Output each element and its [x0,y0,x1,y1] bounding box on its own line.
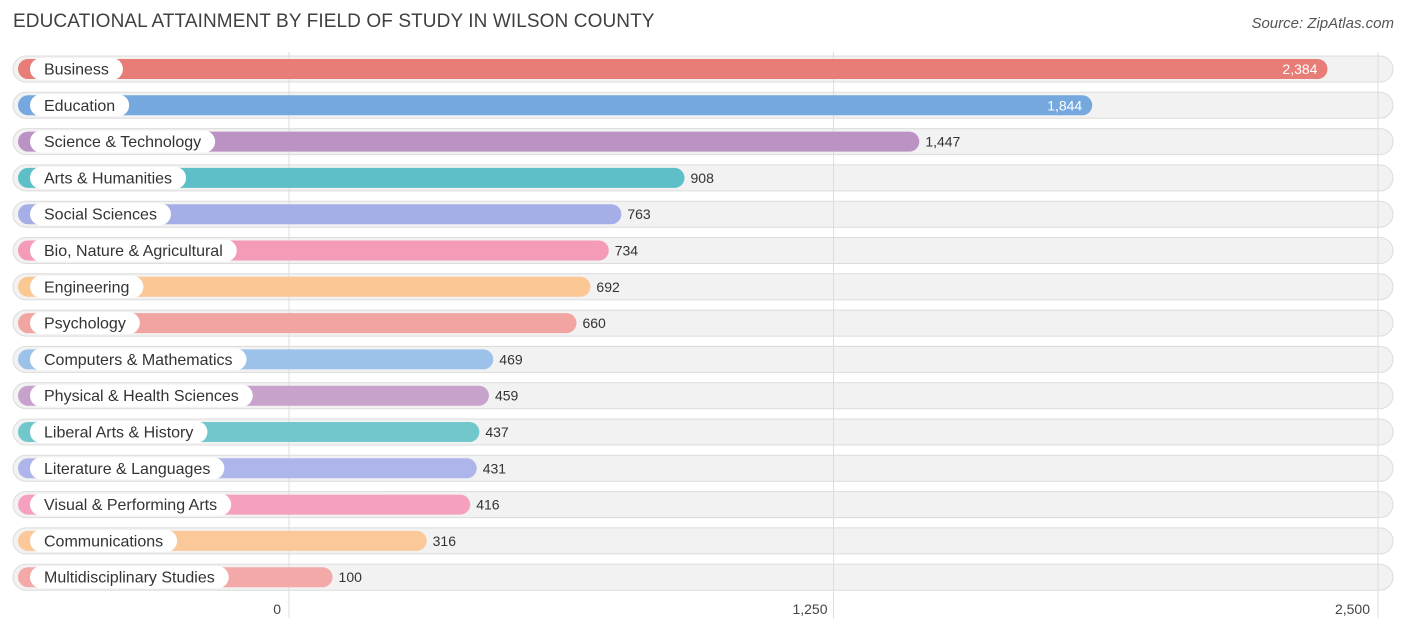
category-label: Physical & Health Sciences [44,388,239,405]
category-label-pill [30,566,229,589]
x-tick-label: 1,250 [792,601,827,617]
value-label: 660 [582,315,606,331]
category-label: Education [44,98,115,115]
category-label: Computers & Mathematics [44,352,233,369]
category-label: Visual & Performing Arts [44,497,217,514]
category-label-pill [30,239,237,262]
value-label: 1,844 [1047,97,1082,113]
category-label: Literature & Languages [44,461,210,478]
category-label: Liberal Arts & History [44,425,193,442]
category-label: Multidisciplinary Studies [44,570,215,587]
category-label-pill [30,384,253,407]
value-label: 459 [495,388,519,404]
value-label: 416 [476,497,500,513]
value-label: 437 [485,424,509,440]
x-tick-label: 0 [273,601,281,617]
category-label-pill [30,529,178,552]
category-label-pill [30,421,208,443]
category-label: Science & Technology [44,134,201,151]
category-label: Business [44,62,109,79]
category-label-pill [30,203,171,226]
source-label: Source: ZipAtlas.com [1251,15,1394,32]
value-label: 2,384 [1282,61,1317,77]
category-label-pill [30,457,225,480]
value-label: 431 [483,460,507,476]
category-label-pill [30,94,130,117]
value-label: 100 [339,569,363,585]
category-label-pill [30,348,247,371]
category-label: Arts & Humanities [44,170,172,187]
value-label: 763 [627,206,651,222]
category-label-pill [30,275,144,298]
value-label: 316 [433,533,457,549]
bar[interactable] [18,95,1093,116]
value-label: 734 [615,243,639,259]
value-label: 469 [499,351,523,367]
bar[interactable] [18,313,577,334]
x-axis: 0 1,250 2,500 [273,601,1370,617]
bar[interactable] [18,276,591,297]
value-label: 908 [691,170,715,186]
category-label: Psychology [44,316,126,333]
category-label: Social Sciences [44,207,157,224]
category-label: Bio, Nature & Agricultural [44,243,223,260]
chart-title: EDUCATIONAL ATTAINMENT BY FIELD OF STUDY… [13,11,655,32]
bar[interactable] [18,131,920,152]
row-background [12,563,1394,591]
category-label-pill [30,166,187,189]
category-label-pill [30,312,140,335]
bar[interactable] [18,59,1328,79]
category-label-pill [30,493,232,516]
value-label: 1,447 [925,134,960,150]
x-tick-label: 2,500 [1335,601,1370,617]
category-label: Communications [44,533,163,550]
category-label-pill [30,58,123,80]
bars: Business 2,384 Education 1,844 Science & Tec… [18,58,1328,589]
category-label: Engineering [44,279,129,296]
category-label-pill [30,130,216,153]
value-label: 692 [596,279,620,295]
